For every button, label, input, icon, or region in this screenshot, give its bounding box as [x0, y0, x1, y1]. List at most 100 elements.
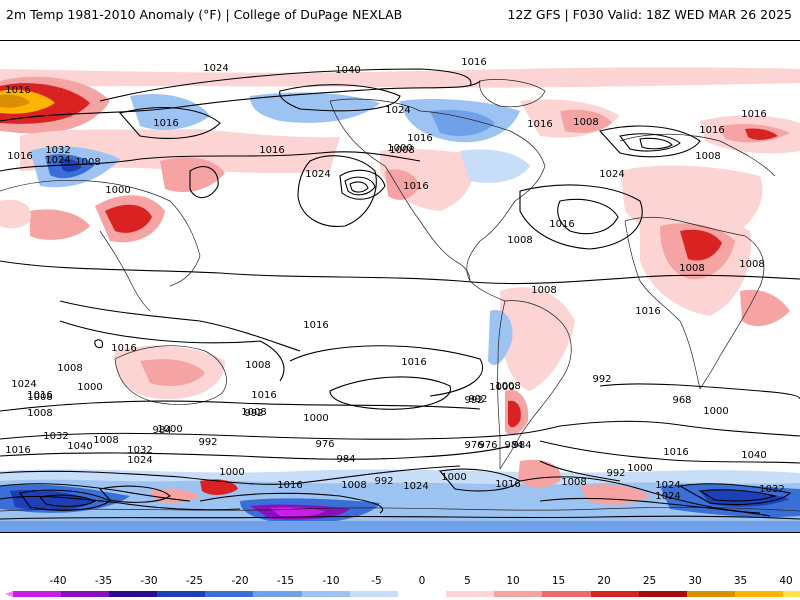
isobar-label: 1024	[203, 63, 228, 74]
isobar-label: 992	[244, 408, 263, 419]
isobar-label: 1008	[561, 477, 586, 488]
isobar-label: 1024	[127, 455, 152, 466]
color-legend-tick-label: -25	[185, 575, 204, 587]
isobar-label: 992	[374, 476, 393, 487]
isobar-label: 1040	[335, 65, 360, 76]
model-run-info: 12Z GFS | F030 Valid: 18Z WED MAR 26 202…	[507, 7, 792, 22]
isobar-label: 992	[468, 394, 487, 405]
color-legend-tick-label: -30	[140, 575, 158, 587]
isobar-label: 1016	[251, 390, 276, 401]
isobar-label: 1008	[341, 480, 366, 491]
isobar-label: 1032	[43, 431, 68, 442]
isobar-label: 1024	[403, 481, 428, 492]
isobar-label: 1024	[11, 379, 36, 390]
isobar-label: 976	[464, 440, 483, 451]
isobar-label: 984	[336, 454, 355, 465]
isobar-label: 1008	[495, 381, 520, 392]
isobar-label: 1024	[45, 155, 70, 166]
isobar-label: 976	[478, 440, 497, 451]
isobar-label: 1016	[635, 306, 660, 317]
isobar-label: 1008	[27, 408, 52, 419]
isobar-label: 1008	[507, 235, 532, 246]
color-legend-tick-label: 20	[597, 575, 611, 587]
color-legend-swatch	[253, 591, 303, 597]
color-legend-swatch	[349, 591, 399, 597]
isobar-label: 1016	[259, 145, 284, 156]
color-legend-swatch	[157, 591, 206, 597]
isobar-label: 1016	[407, 133, 432, 144]
color-legend-swatch	[397, 591, 447, 597]
isobar-label: 984	[512, 440, 531, 451]
isobar-label: 984	[504, 440, 523, 451]
isobar-label: 1016	[277, 480, 302, 491]
coastlines	[0, 79, 800, 512]
isobar-label: 1024	[655, 491, 680, 502]
isobar-label: 1000	[157, 424, 182, 435]
isobar-label: 1024	[305, 169, 330, 180]
color-legend-tick-label: -15	[276, 575, 295, 587]
color-legend-tick-label: 15	[551, 575, 566, 587]
isobar-label: 1008	[27, 392, 52, 403]
isobar-label: 1008	[241, 407, 266, 418]
isobar-label: 1016	[401, 357, 426, 368]
isobar-label: 1016	[111, 343, 136, 354]
isobar-label: 1016	[303, 320, 328, 331]
isobar-label: 1032	[759, 484, 784, 495]
color-legend-bar	[12, 591, 800, 597]
color-legend-tick-label: -10	[322, 575, 340, 587]
isobar-label: 1016	[5, 445, 30, 456]
isobar-label: 1000	[627, 463, 652, 474]
color-legend-swatch	[686, 591, 736, 597]
isobar-label: 1032	[127, 445, 152, 456]
isobar-label: 1016	[5, 85, 30, 96]
isobar-label: 1008	[739, 259, 764, 270]
isobar-label: 992	[606, 468, 625, 479]
color-legend-swatch	[638, 591, 688, 597]
isobar-label: 1016	[153, 118, 178, 129]
isobar-label: 1016	[549, 219, 574, 230]
isobar-label: 1008	[245, 360, 270, 371]
isobar-label: 1016	[663, 447, 688, 458]
isobar-label: 1024	[655, 480, 680, 491]
isobar-label: 1008	[93, 435, 118, 446]
isobar-label: 1024	[599, 169, 624, 180]
color-legend-tick-label: 40	[779, 575, 793, 587]
isobar-label: 1000	[105, 185, 130, 196]
color-legend-tick-label: 35	[733, 575, 748, 587]
isobar-label: 968	[672, 395, 691, 406]
color-legend-swatch	[446, 591, 495, 597]
color-legend-tick-label: 0	[418, 575, 426, 587]
color-legend-swatch	[108, 591, 158, 597]
color-legend-tick-label: -20	[231, 575, 249, 587]
isobar-label: 1008	[695, 151, 720, 162]
isobar-label: 1000	[387, 143, 412, 154]
color-legend-tick-label: -35	[94, 575, 113, 587]
color-legend-swatch	[12, 591, 62, 597]
isobar-label: 1008	[679, 263, 704, 274]
color-legend-tick-label: 25	[642, 575, 657, 587]
isobar-label: 1008	[531, 285, 556, 296]
isobar-label: 1040	[67, 441, 92, 452]
isobar-label: 1016	[7, 151, 32, 162]
color-legend: -40 -35 -30 -25 -20 -15 -10 -5 0 5 10 15 20 25 30 35 40	[0, 571, 800, 600]
isobar-label: 1008	[57, 363, 82, 374]
isobar-label: 1016	[741, 109, 766, 120]
color-legend-tick-label: 10	[506, 575, 520, 587]
color-legend-tick-label: -40	[49, 575, 67, 587]
isobar-label: 976	[315, 439, 334, 450]
chart-title: 2m Temp 1981-2010 Anomaly (°F) | College…	[6, 7, 403, 22]
color-legend-swatch	[590, 591, 640, 597]
isobar-label: 1000	[77, 382, 102, 393]
anomaly-shading	[0, 67, 800, 532]
color-legend-swatch	[60, 591, 110, 597]
color-legend-tick-label: -5	[371, 575, 382, 587]
isobar-label: 1024	[385, 105, 410, 116]
color-legend-swatch	[301, 591, 351, 597]
header: 2m Temp 1981-2010 Anomaly (°F) | College…	[0, 0, 800, 32]
isobar-label: 1008	[573, 117, 598, 128]
isobar-label: 1000	[303, 413, 328, 424]
color-legend-swatch	[542, 591, 592, 597]
isobar-label: 992	[464, 395, 483, 406]
color-legend-tick-label: 5	[464, 575, 471, 587]
